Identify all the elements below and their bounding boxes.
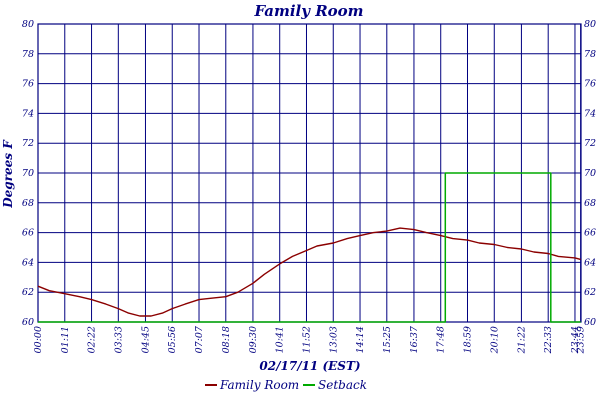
y-tick-label: 70 — [22, 168, 34, 179]
x-tick-label: 08:18 — [221, 326, 232, 353]
y-tick-label-right: 78 — [584, 49, 596, 60]
x-tick-label: 23:44 — [570, 326, 581, 354]
y-tick-label: 66 — [22, 228, 34, 239]
x-tick-label: 04:45 — [140, 326, 151, 353]
y-tick-label: 62 — [22, 287, 34, 298]
series-line-family-room — [37, 227, 581, 317]
legend-label: Setback — [318, 378, 367, 392]
x-tick-label: 20:10 — [489, 326, 500, 354]
x-tick-label: 05:56 — [167, 326, 178, 353]
legend-entry-family-room: Family Room — [205, 378, 299, 392]
x-tick-label: 14:14 — [355, 326, 366, 353]
x-tick-label: 21:22 — [516, 326, 527, 354]
x-tick-label: 01:11 — [60, 326, 71, 353]
x-tick-label: 16:37 — [409, 325, 420, 353]
legend-label: Family Room — [219, 378, 299, 392]
y-tick-label: 74 — [22, 108, 34, 119]
x-tick-label: 22:33 — [543, 326, 554, 354]
x-tick-label: 11:52 — [301, 326, 312, 353]
x-tick-label: 23:59 — [576, 326, 587, 354]
x-axis-label: 02/17/11 (EST) — [259, 359, 360, 373]
x-tick-label: 02:22 — [87, 326, 98, 353]
series-line-setback — [38, 172, 581, 323]
y-tick-label-right: 76 — [584, 79, 596, 90]
y-tick-label: 72 — [22, 138, 34, 149]
y-axis-label: Degrees F — [1, 139, 15, 209]
y-tick-label-right: 80 — [584, 19, 596, 30]
x-tick-label: 07:07 — [194, 325, 205, 353]
x-tick-label: 10:41 — [275, 326, 286, 353]
y-tick-label: 68 — [22, 198, 34, 209]
x-tick-label: 09:30 — [248, 326, 259, 353]
x-tick-label: 17:48 — [436, 326, 447, 353]
chart-title: Family Room — [253, 2, 363, 20]
y-tick-label: 64 — [22, 257, 34, 268]
y-tick-label-right: 60 — [584, 317, 596, 328]
x-tick-label: 13:03 — [328, 326, 339, 353]
y-tick-label: 76 — [22, 79, 34, 90]
x-tick-label: 15:25 — [382, 326, 393, 353]
y-tick-label-right: 66 — [584, 228, 596, 239]
y-tick-label-right: 70 — [584, 168, 596, 179]
y-tick-label-right: 72 — [584, 138, 596, 149]
y-tick-label-right: 62 — [584, 287, 596, 298]
x-tick-label: 00:00 — [33, 326, 44, 353]
y-tick-label-right: 64 — [584, 257, 596, 268]
y-tick-label: 78 — [22, 49, 34, 60]
y-tick-label-right: 68 — [584, 198, 596, 209]
y-tick-label: 60 — [22, 317, 34, 328]
x-tick-label: 18:59 — [462, 326, 473, 353]
legend-entry-setback: Setback — [303, 378, 367, 392]
x-tick-label: 03:33 — [113, 326, 124, 353]
y-tick-label-right: 74 — [584, 108, 596, 119]
y-tick-label: 80 — [22, 19, 34, 30]
